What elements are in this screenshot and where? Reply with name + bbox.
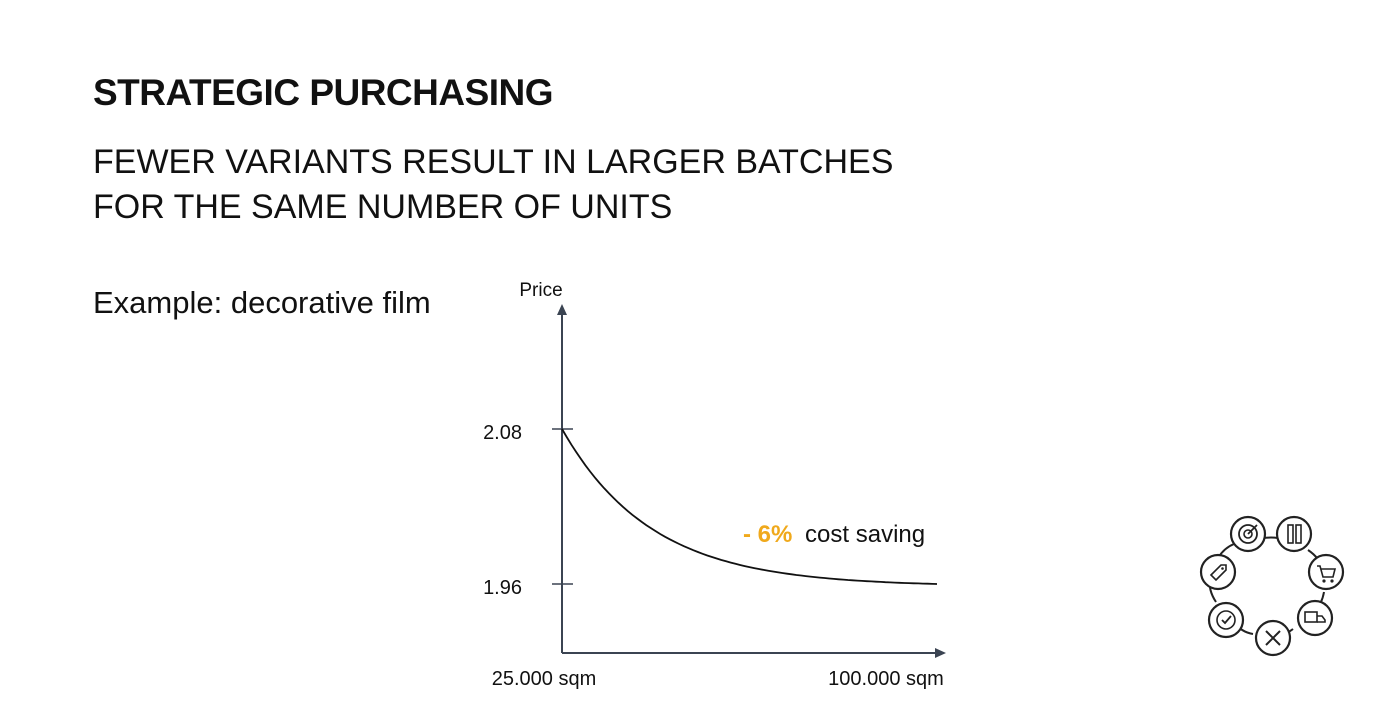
slide-subtitle: FEWER VARIANTS RESULT IN LARGER BATCHES … <box>93 140 993 230</box>
cost-saving-annotation: - 6% cost saving <box>743 521 925 548</box>
subtitle-line-2: FOR THE SAME NUMBER OF UNITS <box>93 188 673 226</box>
price-curve <box>561 428 938 585</box>
ruler-pencil-icon <box>1275 515 1313 553</box>
target-icon <box>1229 515 1267 553</box>
saving-text: cost saving <box>805 521 925 548</box>
saving-percent: - 6% <box>743 521 792 548</box>
cart-icon <box>1307 553 1345 591</box>
y-tick-label-low: 1.96 <box>483 577 522 599</box>
y-axis-arrow <box>557 304 567 315</box>
x-tick-label-end: 100.000 sqm <box>828 668 944 690</box>
x-tick-label-start: 25.000 sqm <box>492 668 597 690</box>
slide-title: STRATEGIC PURCHASING <box>93 72 554 113</box>
y-axis-label: Price <box>519 280 562 301</box>
example-label: Example: decorative film <box>93 285 431 320</box>
price-tag-icon <box>1199 553 1237 591</box>
y-tick-label-high: 2.08 <box>483 422 522 444</box>
process-cycle-badge <box>1199 515 1345 657</box>
check-icon <box>1207 601 1245 639</box>
subtitle-line-1: FEWER VARIANTS RESULT IN LARGER BATCHES <box>93 143 894 181</box>
x-axis-arrow <box>935 648 946 658</box>
tools-icon <box>1254 619 1292 657</box>
truck-icon <box>1296 599 1334 637</box>
